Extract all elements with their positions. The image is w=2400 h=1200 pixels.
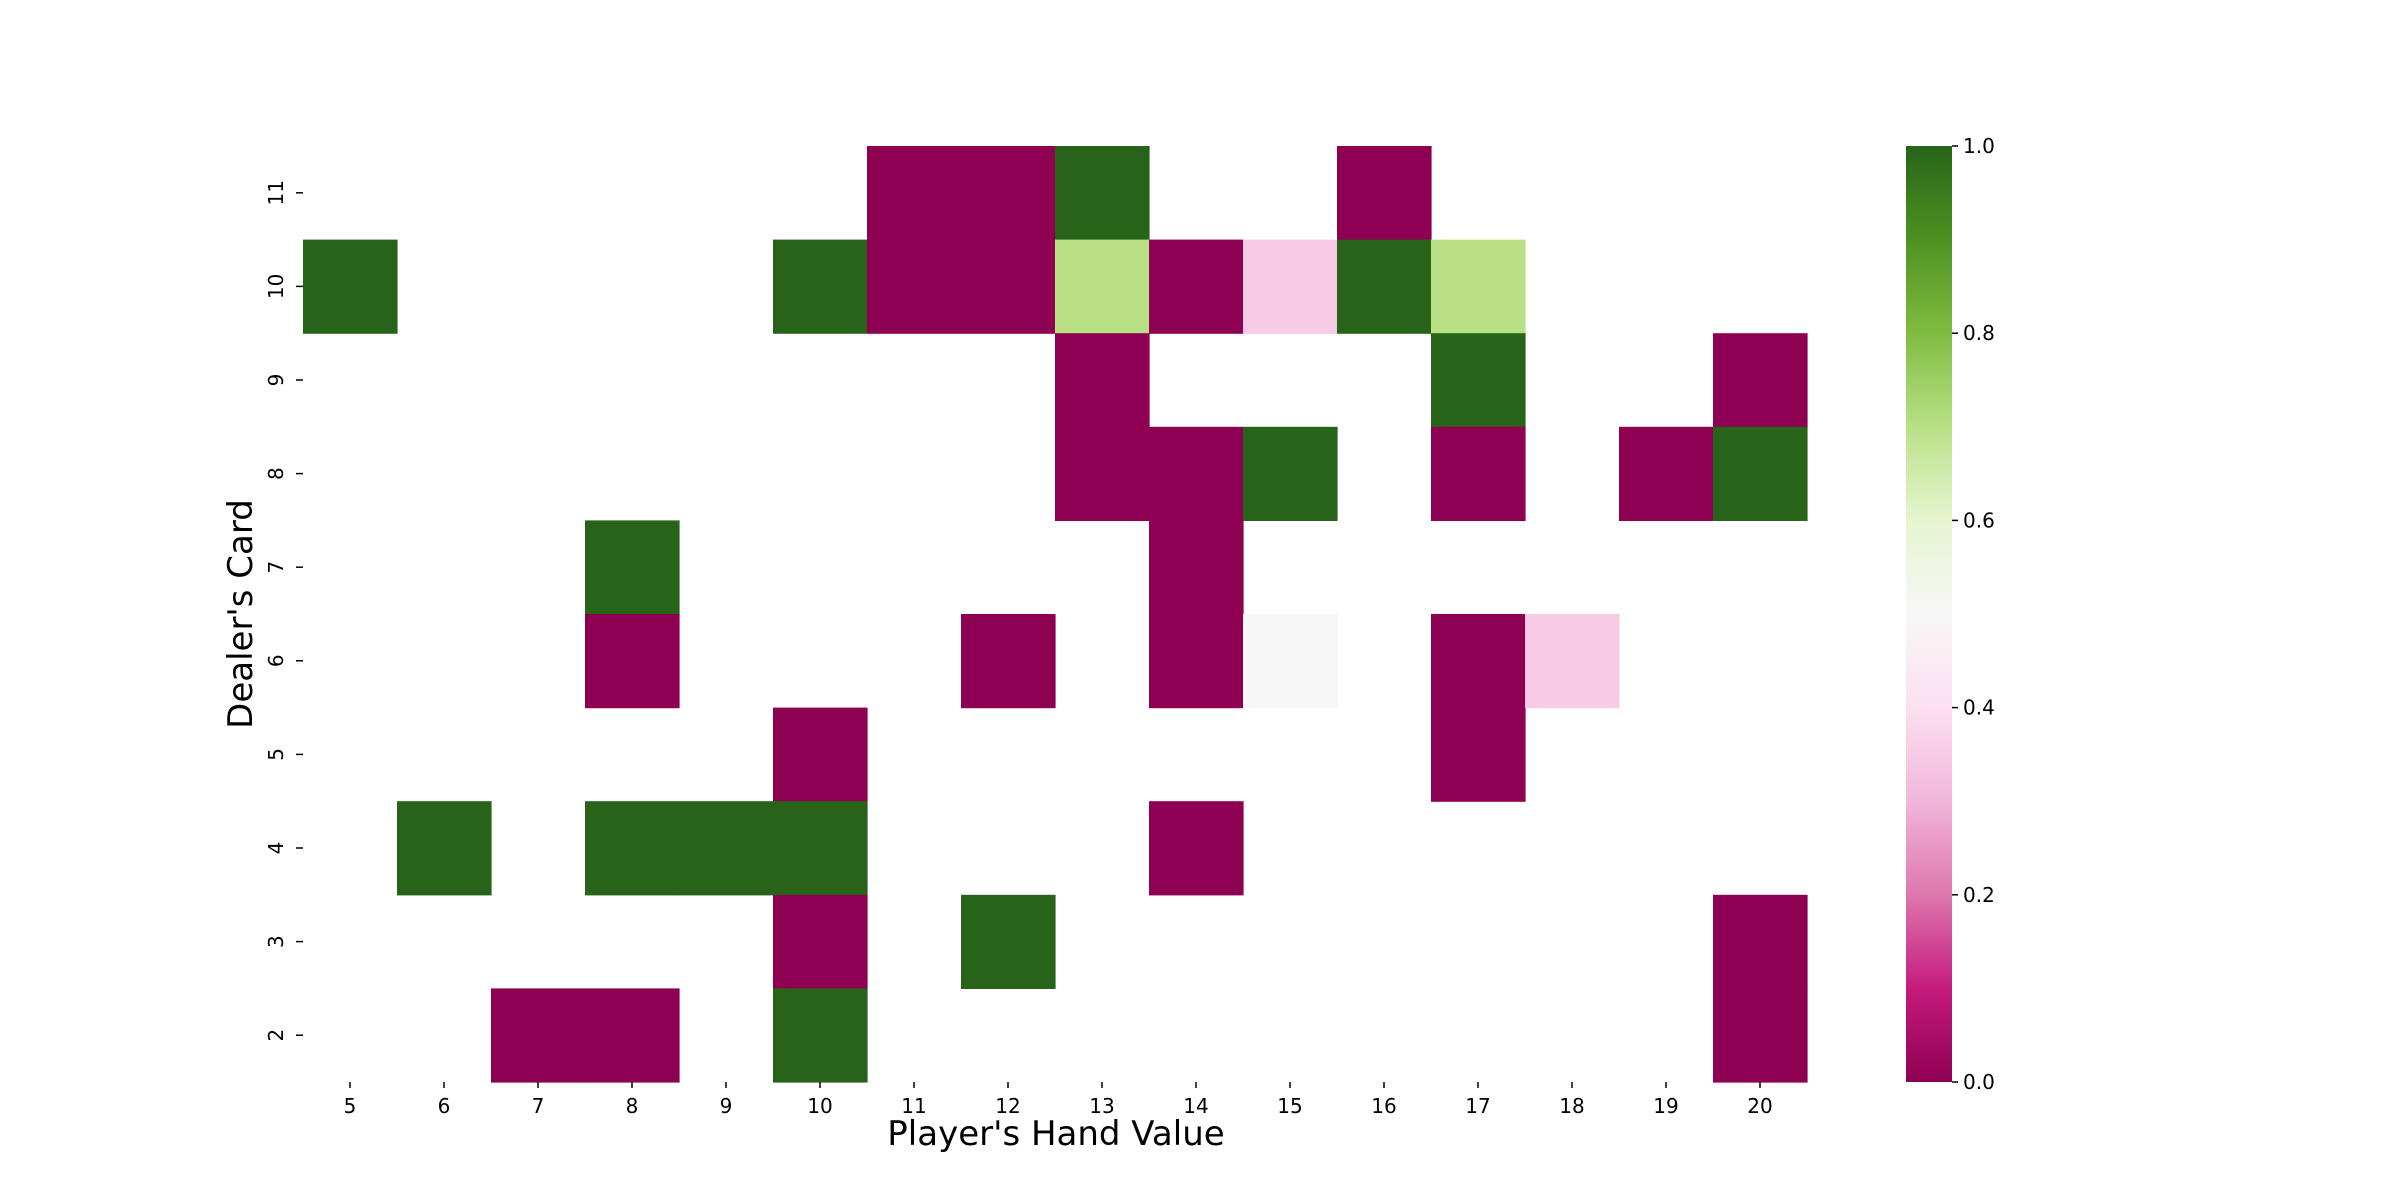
heatmap-cell	[397, 801, 492, 896]
colorbar-tick-label: 0.6	[1963, 508, 1995, 532]
heatmap-cell	[961, 894, 1056, 989]
heatmap-cell	[1713, 333, 1808, 428]
colorbar-tick-label: 1.0	[1963, 134, 1995, 158]
heatmap-cell	[1431, 239, 1526, 334]
y-tick-label: 5	[264, 748, 288, 761]
colorbar-tick-label: 0.2	[1963, 883, 1995, 907]
x-tick-label: 9	[720, 1094, 733, 1118]
heatmap-cell	[1713, 426, 1808, 521]
heatmap-cell	[1149, 239, 1244, 334]
heatmap-cell	[1243, 239, 1338, 334]
heatmap-cell	[1149, 426, 1244, 521]
x-tick-label: 19	[1653, 1094, 1678, 1118]
x-tick-label: 10	[807, 1094, 832, 1118]
heatmap-cell	[1055, 239, 1150, 334]
heatmap-cell	[773, 894, 868, 989]
x-axis: 5 6 7 8 9 10 11 12 13 14 15 16 17 18 19 20	[344, 1082, 1773, 1118]
heatmap-cell	[585, 801, 680, 896]
heatmap-cell	[961, 146, 1056, 241]
y-axis-label: Dealer's Card	[221, 499, 261, 729]
y-tick-label: 11	[264, 180, 288, 205]
heatmap-cell	[1713, 894, 1808, 989]
heatmap-cell	[867, 146, 962, 241]
x-tick-label: 16	[1371, 1094, 1396, 1118]
y-tick-label: 10	[264, 274, 288, 299]
heatmap-cell	[773, 707, 868, 802]
heatmap-cell	[773, 988, 868, 1083]
x-tick-label: 6	[438, 1094, 451, 1118]
heatmap-cell	[1431, 333, 1526, 428]
heatmap-cell	[1431, 707, 1526, 802]
x-tick-label: 18	[1559, 1094, 1584, 1118]
heatmap-cell	[1149, 520, 1244, 615]
y-tick-label: 4	[264, 842, 288, 855]
heatmap-cell	[1713, 988, 1808, 1083]
heatmap-cell	[773, 801, 868, 896]
heatmap-cell	[867, 239, 962, 334]
x-tick-label: 17	[1465, 1094, 1490, 1118]
heatmap-cell	[1337, 239, 1432, 334]
heatmap-cell	[1525, 614, 1620, 709]
heatmap-cell	[1243, 614, 1338, 709]
x-tick-label: 12	[995, 1094, 1020, 1118]
y-tick-label: 3	[264, 935, 288, 948]
heatmap-cell	[1149, 801, 1244, 896]
x-tick-label: 13	[1089, 1094, 1114, 1118]
heatmap-cell	[961, 239, 1056, 334]
heatmap-cell	[1243, 426, 1338, 521]
heatmap-cell	[1055, 146, 1150, 241]
x-tick-label: 20	[1747, 1094, 1772, 1118]
heatmap-cell	[303, 239, 398, 334]
heatmap-cell	[491, 988, 586, 1083]
x-axis-label: Player's Hand Value	[887, 1114, 1224, 1154]
x-tick-label: 7	[532, 1094, 545, 1118]
x-tick-label: 8	[626, 1094, 639, 1118]
colorbar-tick-label: 0.8	[1963, 321, 1995, 345]
y-axis: 11 10 9 8 7 6 5 4 3 2	[264, 180, 303, 1042]
heatmap-cell	[585, 988, 680, 1083]
heatmap-cell	[961, 614, 1056, 709]
colorbar: 0.0 0.2 0.4 0.6 0.8 1.0	[1906, 134, 1995, 1094]
heatmap-cell	[679, 801, 774, 896]
y-tick-label: 6	[264, 654, 288, 667]
colorbar-tick-label: 0.0	[1963, 1070, 1995, 1094]
y-tick-label: 8	[264, 467, 288, 480]
heatmap-cell	[773, 239, 868, 334]
x-tick-label: 14	[1183, 1094, 1208, 1118]
colorbar-ticks: 0.0 0.2 0.4 0.6 0.8 1.0	[1952, 134, 1995, 1094]
x-tick-label: 5	[344, 1094, 357, 1118]
y-tick-label: 2	[264, 1029, 288, 1042]
heatmap-cell	[1055, 426, 1150, 521]
heatmap-cell	[1431, 426, 1526, 521]
colorbar-tick-label: 0.4	[1963, 696, 1995, 720]
y-tick-label: 7	[264, 561, 288, 574]
y-tick-label: 9	[264, 374, 288, 387]
x-tick-label: 15	[1277, 1094, 1302, 1118]
heatmap-cell	[1337, 146, 1432, 241]
heatmap-cell	[1149, 614, 1244, 709]
x-tick-label: 11	[901, 1094, 926, 1118]
colorbar-gradient	[1906, 146, 1952, 1082]
heatmap-cell	[1055, 333, 1150, 428]
heatmap-cell	[1619, 426, 1714, 521]
heatmap-cell	[585, 520, 680, 615]
heatmap-cell	[1431, 614, 1526, 709]
heatmap-cell	[585, 614, 680, 709]
heatmap-cells	[303, 146, 1808, 1083]
